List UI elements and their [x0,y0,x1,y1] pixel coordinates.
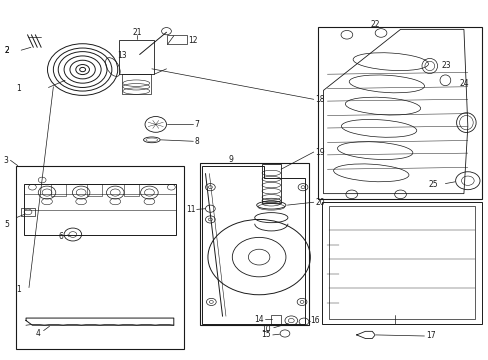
Text: 5: 5 [4,220,9,229]
Text: 14: 14 [254,315,264,324]
Text: 11: 11 [186,205,195,214]
Text: 8: 8 [194,137,199,146]
Text: 19: 19 [315,148,324,157]
Text: 24: 24 [458,79,468,88]
Text: 9: 9 [228,155,233,164]
Bar [270,315,280,324]
Text: 12: 12 [188,36,198,45]
Text: 2: 2 [4,46,9,55]
Text: 10: 10 [261,325,271,334]
Bar [51,184,65,196]
Bar [321,202,482,324]
Bar [199,163,308,325]
Text: 22: 22 [369,19,379,28]
Bar [16,166,183,348]
Bar [328,206,474,319]
Bar [119,40,154,74]
Text: 7: 7 [194,120,199,129]
Text: 21: 21 [132,28,142,37]
Text: 16: 16 [310,316,319,325]
Text: 15: 15 [261,330,271,339]
Text: 18: 18 [315,95,324,104]
Text: 4: 4 [36,329,41,338]
Bar [87,184,102,196]
Bar [21,208,35,216]
Bar [262,164,280,203]
Bar [124,184,139,196]
Text: 1: 1 [16,285,21,294]
Text: 3: 3 [3,156,8,165]
Text: 13: 13 [117,51,126,60]
Text: 17: 17 [425,332,435,341]
Bar [167,36,186,44]
Text: 6: 6 [58,232,63,241]
Text: 23: 23 [441,62,451,71]
Text: 25: 25 [428,180,438,189]
Bar [317,27,482,199]
Text: 20: 20 [315,198,324,207]
Text: 1: 1 [16,84,21,93]
Bar [122,74,151,94]
Text: 2: 2 [4,46,9,55]
